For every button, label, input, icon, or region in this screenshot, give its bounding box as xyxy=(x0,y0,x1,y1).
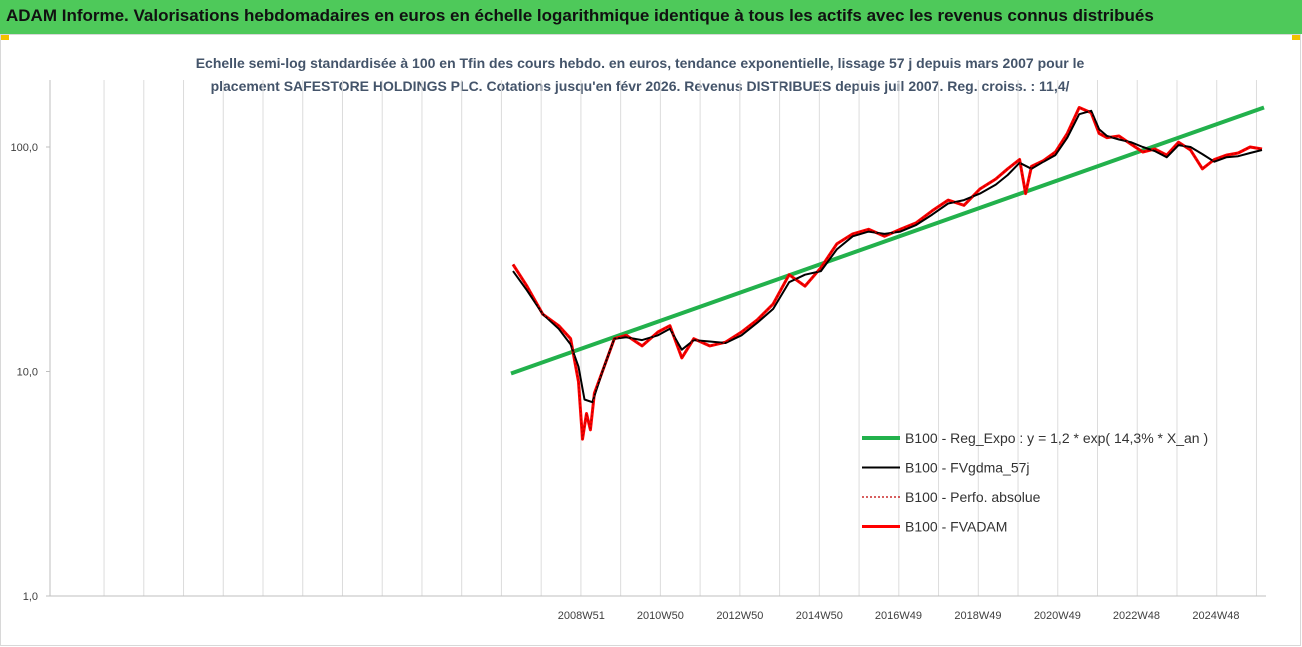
y-tick-label: 10,0 xyxy=(17,367,38,379)
chart-subtitle-line2: placement SAFESTORE HOLDINGS PLC. Cotati… xyxy=(210,78,1070,94)
chart-frame xyxy=(0,34,1301,646)
x-tick-label: 2018W49 xyxy=(954,610,1001,622)
series-line-1 xyxy=(512,109,1263,404)
x-tick-label: 2012W50 xyxy=(716,610,763,622)
page-title: ADAM Informe. Valorisations hebdomadaire… xyxy=(6,6,1154,25)
legend-label: B100 - FVgdma_57j xyxy=(905,460,1030,476)
gridlines xyxy=(103,80,1257,596)
series-lines xyxy=(510,105,1265,441)
x-tick-label: 2016W49 xyxy=(875,610,922,622)
legend-label: B100 - FVADAM xyxy=(905,519,1007,535)
series-line-3 xyxy=(511,106,1263,441)
x-tick-label: 2014W50 xyxy=(796,610,843,622)
y-tick-label: 1,0 xyxy=(23,591,38,603)
y-tick-label: 100,0 xyxy=(10,142,38,154)
series-line-0 xyxy=(510,105,1265,376)
axes: 1,0 10,0 100,0 2008W51 2010W50 2012W50 2014W50… xyxy=(10,80,1266,622)
corner-marker-left xyxy=(0,34,9,40)
x-tick-label: 2024W48 xyxy=(1192,610,1239,622)
x-tick-label: 2020W49 xyxy=(1034,610,1081,622)
corner-marker-right xyxy=(1292,34,1301,40)
chart-subtitle-line1: Echelle semi-log standardisée à 100 en T… xyxy=(195,55,1085,71)
legend: B100 - Reg_Expo : y = 1,2 * exp( 14,3% *… xyxy=(862,430,1208,535)
title-bar: ADAM Informe. Valorisations hebdomadaire… xyxy=(0,0,1302,34)
legend-label: B100 - Reg_Expo : y = 1,2 * exp( 14,3% *… xyxy=(905,430,1208,446)
legend-label: B100 - Perfo. absolue xyxy=(905,489,1041,505)
x-tick-label: 2010W50 xyxy=(637,610,684,622)
series-line-2 xyxy=(512,106,1263,440)
x-tick-label: 2008W51 xyxy=(558,610,605,622)
x-tick-label: 2022W48 xyxy=(1113,610,1160,622)
